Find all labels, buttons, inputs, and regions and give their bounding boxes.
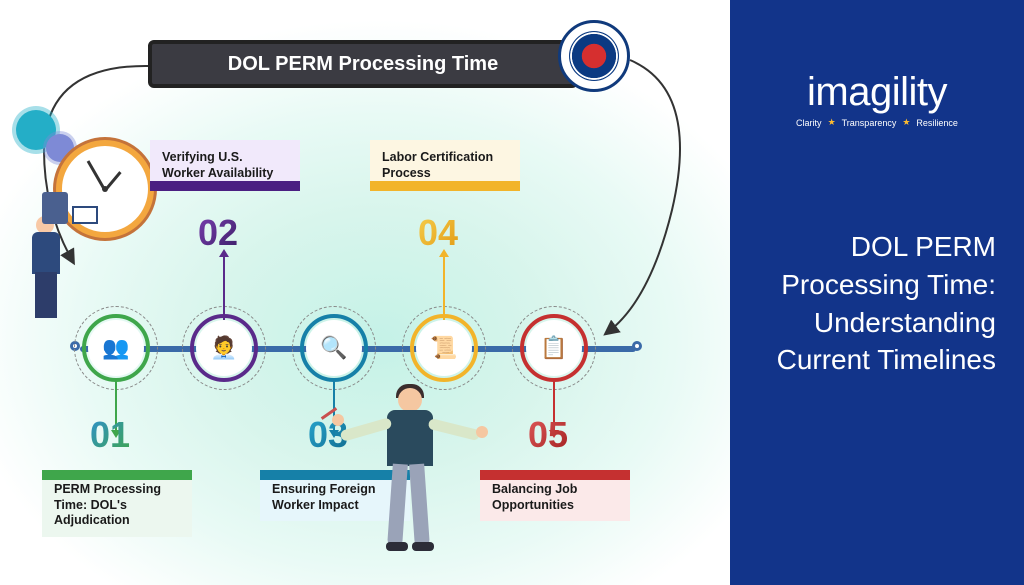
sidebar-title: DOL PERM Processing Time: Understanding …: [758, 228, 996, 379]
brand-logo: imagility Clarity ★ Transparency ★ Resil…: [796, 70, 958, 128]
star-icon: ★: [902, 117, 910, 128]
seal-icon: [569, 31, 619, 81]
sidebar: imagility Clarity ★ Transparency ★ Resil…: [730, 0, 1024, 585]
step-number: 05: [528, 414, 568, 456]
curve-right: [608, 60, 680, 332]
connector-line: [443, 256, 445, 320]
logo-text: imagility: [796, 70, 958, 115]
star-icon: ★: [828, 117, 836, 128]
tagline-word: Clarity: [796, 118, 822, 128]
header-title: DOL PERM Processing Time: [228, 53, 498, 76]
infographic-canvas: DOL PERM Processing Time 👥 01 PERM Process…: [0, 0, 730, 585]
envelope-icon: [72, 206, 98, 224]
step-label: Balancing Job Opportunities: [480, 472, 630, 521]
connector-line: [223, 256, 225, 320]
logo-tagline: Clarity ★ Transparency ★ Resilience: [796, 117, 958, 128]
step-number: 04: [418, 212, 458, 254]
step-label: Verifying U.S. Worker Availability: [150, 140, 300, 189]
clock-illustration: [16, 110, 166, 260]
header-title-bar: DOL PERM Processing Time: [148, 40, 578, 88]
step-number: 02: [198, 212, 238, 254]
timeline-node-04: 📜: [416, 320, 472, 376]
clock-icon: [56, 140, 154, 238]
clock-minute-hand: [87, 160, 107, 191]
clipboard-icon: [42, 192, 68, 224]
timeline-node-01: 👥: [88, 320, 144, 376]
tagline-word: Transparency: [842, 118, 897, 128]
timeline-node-02: 🧑‍💼: [196, 320, 252, 376]
person-with-clipboard-icon: [24, 216, 68, 336]
timeline-node-03: 🔍: [306, 320, 362, 376]
step-label: PERM Processing Time: DOL's Adjudication: [42, 472, 192, 537]
timeline-endpoint: [632, 341, 642, 351]
logo-arc-icon: [6, 0, 226, 2]
timeline-node-05: 📋: [526, 320, 582, 376]
presenter-person-icon: [346, 388, 476, 578]
clock-hour-hand: [104, 171, 122, 191]
dol-seal: [558, 20, 630, 92]
step-number: 01: [90, 414, 130, 456]
tagline-word: Resilience: [916, 118, 958, 128]
step-label: Labor Certification Process: [370, 140, 520, 189]
